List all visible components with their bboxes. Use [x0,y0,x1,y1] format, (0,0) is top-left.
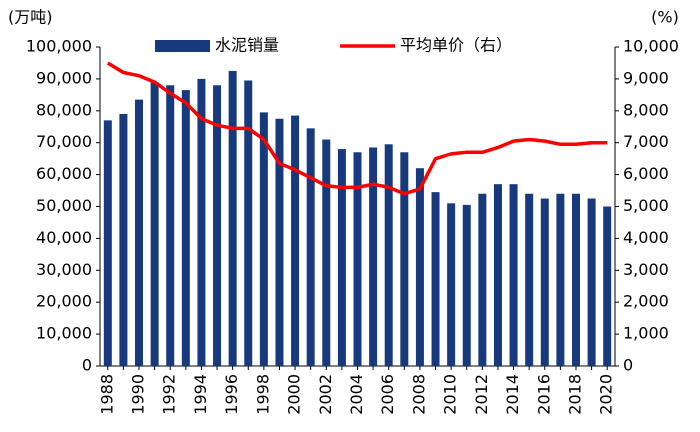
y2-tick-label: 2,000 [623,292,669,311]
y-tick-label: 70,000 [36,132,92,151]
x-tick-label: 1988 [97,374,116,415]
y-tick-label: 0 [82,356,92,375]
bar [244,80,253,367]
bar [415,168,424,366]
y-tick-label: 80,000 [36,100,92,119]
y2-tick-label: 4,000 [623,228,669,247]
bar [493,184,502,366]
bar [384,144,393,366]
y2-tick-label: 3,000 [623,260,669,279]
bar [228,70,237,367]
bar [337,149,346,366]
y-tick-label: 30,000 [36,260,92,279]
x-tick-label: 2002 [316,374,335,415]
x-tick-label: 1996 [222,374,241,415]
bar [181,90,190,366]
legend-label: 平均单价（右） [400,36,512,55]
x-tick-label: 2012 [472,374,491,415]
line [106,61,608,196]
bar [213,85,222,366]
y2-tick-label: 8,000 [623,100,669,119]
bar [509,184,518,366]
legend-swatch [155,40,210,52]
bar [275,118,284,367]
bar [478,193,487,366]
x-tick-label: 2006 [378,374,397,415]
y-tick-label: 50,000 [36,196,92,215]
bar [587,198,596,366]
bar [166,85,175,366]
bar [150,82,159,366]
bar [103,120,112,367]
y2-tick-label: 1,000 [623,324,669,343]
y2-tick-label: 9,000 [623,68,669,87]
y-tick-label: 100,000 [26,37,92,56]
x-tick-label: 2004 [347,374,366,415]
y-tick-label: 40,000 [36,228,92,247]
y2-tick-label: 5,000 [623,196,669,215]
x-tick-label: 2016 [534,374,553,415]
bar [322,139,331,366]
bar [400,152,409,366]
x-tick-label: 2008 [409,374,428,415]
bar [603,206,612,366]
bar [571,193,580,366]
y2-tick-label: 0 [623,356,633,375]
y-tick-label: 60,000 [36,164,92,183]
x-tick-label: 2018 [565,374,584,415]
x-tick-label: 2010 [441,374,460,415]
y2-tick-label: 10,000 [623,37,679,56]
bar [540,198,549,366]
legend-label: 水泥销量 [215,36,279,55]
x-tick-label: 1994 [191,374,210,415]
y-tick-label: 20,000 [36,292,92,311]
bar [525,193,534,366]
x-tick-label: 1998 [253,374,272,415]
y-axis-title: (万吨) [8,8,53,27]
x-tick-label: 1992 [160,374,179,415]
bar [353,152,362,366]
y2-axis-title: (%) [651,8,679,27]
bar [431,192,440,366]
bar [119,113,128,367]
bar [447,203,456,366]
y-tick-label: 90,000 [36,68,92,87]
x-tick-label: 2014 [503,374,522,415]
y2-tick-label: 6,000 [623,164,669,183]
y2-tick-label: 7,000 [623,132,669,151]
x-tick-label: 2020 [597,374,616,415]
bar [291,115,300,367]
bar [197,78,206,367]
x-tick-label: 1990 [129,374,148,415]
bar [259,112,268,367]
bar [369,147,378,366]
bar [135,99,144,366]
x-tick-label: 2000 [285,374,304,415]
bar [556,193,565,366]
bar [462,204,471,366]
bar [306,128,315,366]
y-tick-label: 10,000 [36,324,92,343]
